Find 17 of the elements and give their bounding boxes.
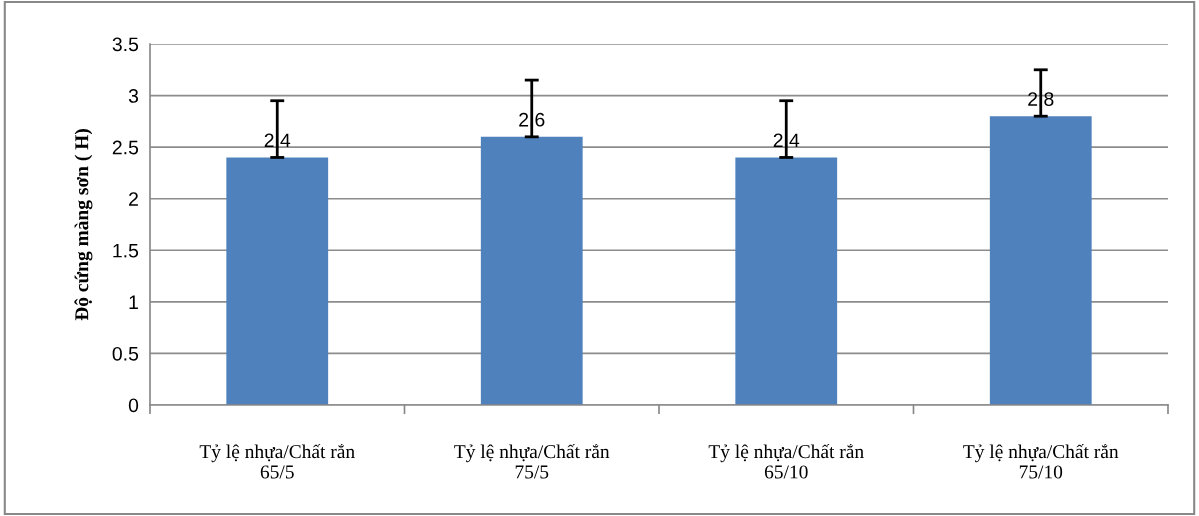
bar: [735, 157, 838, 405]
bar: [989, 116, 1092, 405]
y-tick-label: 3.5: [112, 37, 139, 52]
x-tick-label: Tỷ lệ nhựa/Chất rắn 65/10: [708, 443, 864, 479]
x-tick-label: Tỷ lệ nhựa/Chất rắn 75/5: [454, 443, 610, 479]
y-tick-label: 0: [128, 398, 139, 413]
y-tick-label: 0.5: [112, 346, 139, 361]
y-axis-title: Độ cứng màng sơn ( H): [74, 129, 93, 321]
y-tick-label: 3: [128, 89, 139, 103]
y-tick-label: 1.5: [113, 243, 139, 258]
y-tick-label: 1: [129, 295, 138, 309]
bar: [226, 157, 329, 405]
x-tick-label: Tỷ lệ nhựa/Chất rắn 75/10: [963, 443, 1119, 479]
y-tick-label: 2: [129, 192, 138, 206]
y-tick-label: 2.5: [112, 140, 139, 155]
bar: [480, 136, 583, 405]
x-tick-label: Tỷ lệ nhựa/Chất rắn 65/5: [199, 443, 355, 479]
